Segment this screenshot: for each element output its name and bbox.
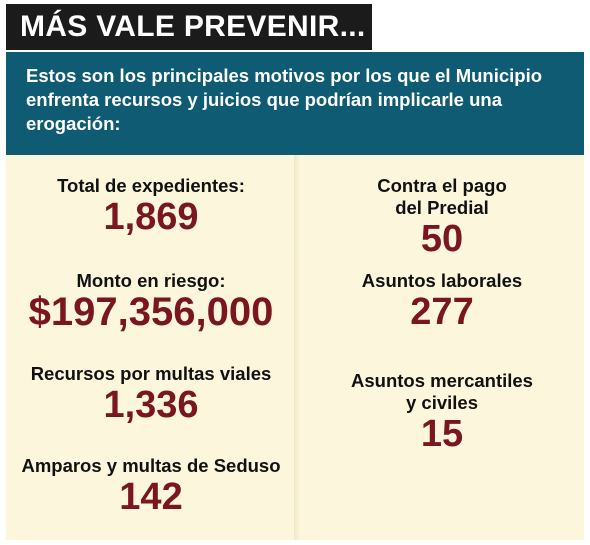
stat-label: Asuntos mercantiles [351,370,533,391]
subtitle-bar: Estos son los principales motivos por lo… [6,52,584,155]
stat-label: Recursos por multas viales [30,363,272,384]
subtitle: Estos son los principales motivos por lo… [26,65,543,134]
stat-value: 15 [420,413,464,455]
stat-item: Asuntos laborales 277 [300,270,584,332]
stat-label: Contra el pago [377,175,507,196]
divider [294,155,300,540]
stat-item: Total de expedientes: 1,869 [6,175,296,237]
stat-item: Asuntos mercantiles y civiles 15 [300,370,584,454]
stat-value: $197,356,000 [28,290,274,334]
stat-label: Monto en riesgo: [76,270,226,291]
stat-item: Monto en riesgo: $197,356,000 [6,270,296,332]
stat-item: Amparos y multas de Seduso 142 [6,455,296,517]
stat-value: 1,869 [103,196,199,238]
stat-value: 142 [119,476,183,518]
stat-label: Asuntos laborales [361,270,523,291]
stat-item: Contra el pago del Predial 50 [300,175,584,259]
stat-label: y civiles [405,392,478,413]
stat-value: 277 [410,291,474,333]
title: MÁS VALE PREVENIR... [20,10,366,43]
title-bar: MÁS VALE PREVENIR... [6,4,372,50]
stat-label: Amparos y multas de Seduso [21,455,281,476]
stat-label: del Predial [395,197,489,218]
stat-item: Recursos por multas viales 1,336 [6,363,296,425]
stat-value: 1,336 [103,384,199,426]
content-panel: Total de expedientes: 1,869 Monto en riesg… [6,155,584,540]
stat-label: Total de expedientes: [57,175,245,196]
stat-value: 50 [420,218,464,260]
